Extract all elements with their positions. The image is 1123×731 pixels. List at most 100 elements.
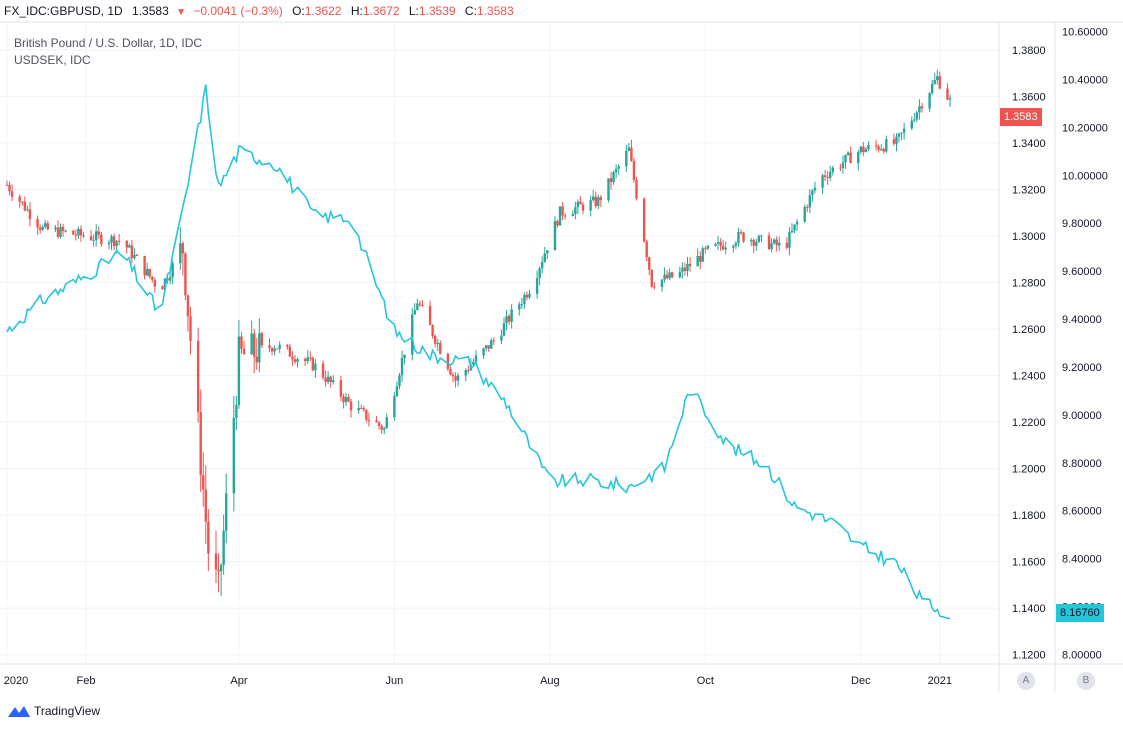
candle-body — [95, 231, 98, 240]
candle-body — [484, 345, 488, 349]
usdsek-tick-label: 10.40000 — [1062, 74, 1108, 86]
candle-body — [760, 235, 763, 237]
candle-body — [936, 76, 939, 81]
candle-body — [54, 227, 57, 230]
candle-body — [72, 230, 75, 235]
candle-body — [89, 236, 93, 241]
last-price: 1.3583 — [132, 4, 169, 18]
usdsek-tick-label: 8.00000 — [1062, 649, 1102, 661]
candle-body — [403, 354, 406, 358]
candle-body — [716, 242, 720, 244]
candle-body — [841, 162, 845, 169]
candle-body — [115, 240, 118, 246]
candle-body — [755, 241, 758, 246]
candle-body — [642, 198, 646, 242]
candle-body — [421, 304, 424, 306]
candle-body — [538, 268, 541, 279]
candle-body — [574, 207, 577, 215]
candle-body — [395, 386, 399, 397]
candle-body — [449, 368, 452, 375]
candle-body — [811, 190, 814, 196]
candle-body — [21, 201, 24, 203]
usdsek-tick-label: 9.40000 — [1062, 314, 1102, 326]
candle-body — [135, 254, 139, 256]
gbpusd-tick-label: 1.3800 — [1012, 45, 1046, 57]
main-series-legend[interactable]: British Pound / U.S. Dollar, 1D, IDC — [14, 36, 203, 50]
symbol-label[interactable]: FX_IDC:GBPUSD, 1D — [4, 4, 123, 18]
candle-body — [648, 257, 651, 270]
candle-body — [474, 355, 478, 362]
time-tick-label: Dec — [851, 675, 871, 687]
candle-body — [882, 149, 885, 152]
usdsek-tick-label: 10.00000 — [1062, 170, 1108, 182]
candle-body — [535, 278, 539, 294]
candle-body — [734, 243, 738, 246]
candle-body — [433, 336, 437, 344]
candle-body — [253, 333, 256, 357]
candle-body — [360, 407, 363, 409]
candle-body — [612, 172, 615, 183]
candle-body — [291, 356, 294, 360]
candle-body — [920, 106, 924, 109]
candle-body — [897, 133, 901, 137]
candle-body — [237, 336, 241, 406]
candle-body — [181, 243, 185, 254]
candle-body — [609, 178, 613, 183]
candle-body — [556, 221, 559, 226]
candle-body — [928, 93, 931, 109]
usdsek-tick-label: 8.80000 — [1062, 458, 1102, 470]
candle-body — [41, 226, 44, 230]
compare-series-legend[interactable]: USDSEK, IDC — [14, 53, 91, 67]
candle-body — [332, 380, 335, 383]
candle-body — [576, 201, 580, 208]
down-arrow-icon: ▼ — [176, 7, 186, 18]
candle-body — [219, 565, 223, 572]
candle-body — [314, 363, 317, 371]
candle-body — [74, 234, 78, 236]
candle-body — [44, 223, 47, 227]
scale-a-button[interactable]: A — [1017, 672, 1035, 690]
symbol-header: FX_IDC:GBPUSD, 1D 1.3583 ▼ −0.0041 (−0.3… — [0, 0, 1123, 22]
scale-b-button[interactable]: B — [1077, 672, 1095, 690]
usdsek-tick-label: 9.80000 — [1062, 218, 1102, 230]
candle-body — [775, 239, 778, 246]
candle-body — [278, 344, 281, 349]
candle-body — [232, 418, 236, 494]
candle-body — [706, 245, 710, 249]
tradingview-logo[interactable]: TradingView — [8, 704, 100, 718]
candle-body — [163, 278, 167, 290]
candle-body — [714, 243, 717, 246]
candle-body — [846, 152, 850, 155]
candle-body — [151, 276, 154, 280]
candle-body — [224, 493, 228, 531]
candle-body — [492, 340, 495, 342]
candle-body — [293, 359, 297, 362]
time-tick-label: Feb — [77, 675, 96, 687]
candle-body — [635, 179, 638, 199]
candle-body — [790, 230, 794, 233]
candle-body — [589, 200, 592, 211]
candle-body — [166, 278, 169, 281]
open-value: 1.3622 — [304, 4, 342, 18]
candle-body — [892, 139, 896, 144]
candle-body — [739, 232, 743, 234]
candle-body — [946, 88, 949, 100]
candle-body — [439, 342, 442, 354]
candle-body — [365, 409, 368, 420]
candle-body — [329, 376, 332, 383]
usdsek-price-tag: 8.16760 — [1056, 604, 1104, 622]
chart-canvas[interactable]: 1.3800 1.3600 1.3400 1.3200 1.3000 1.2800 1.26… — [0, 0, 1123, 700]
candle-body — [161, 286, 164, 290]
candle-body — [107, 242, 111, 245]
candle-body — [597, 197, 600, 207]
candle-body — [617, 166, 620, 169]
candle-body — [558, 206, 562, 226]
candle-body — [258, 333, 261, 363]
candle-body — [186, 295, 190, 317]
candle-body — [632, 160, 636, 180]
candle-body — [867, 145, 870, 150]
candle-body — [46, 223, 49, 230]
usdsek-line — [6, 84, 951, 620]
candle-body — [525, 294, 529, 298]
gbpusd-tick-label: 1.1800 — [1012, 510, 1046, 522]
